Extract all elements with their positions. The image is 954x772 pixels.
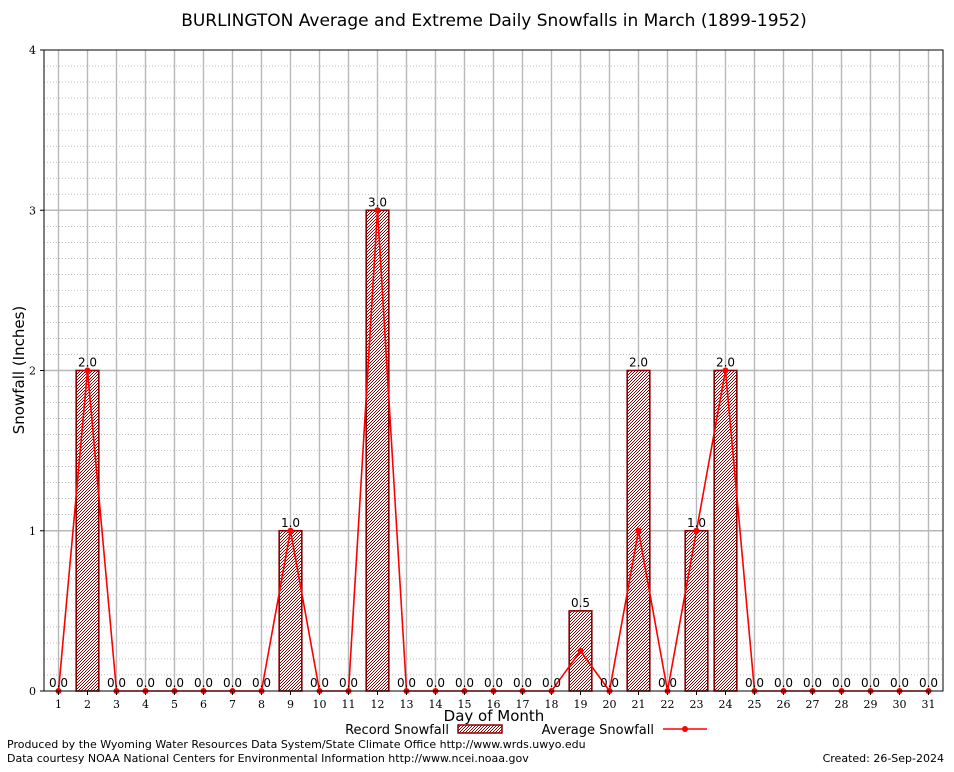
x-tick-label-27: 27 xyxy=(806,698,820,711)
data-label-day-6: 0.0 xyxy=(194,676,213,690)
x-tick-label-25: 25 xyxy=(748,698,762,711)
x-tick-label-7: 7 xyxy=(229,698,236,711)
y-tick-label-3: 3 xyxy=(29,204,36,217)
x-tick-label-15: 15 xyxy=(458,698,472,711)
data-label-day-27: 0.0 xyxy=(803,676,822,690)
x-tick-label-16: 16 xyxy=(487,698,501,711)
x-tick-label-29: 29 xyxy=(864,698,878,711)
data-label-day-16: 0.0 xyxy=(484,676,503,690)
y-tick-label-1: 1 xyxy=(29,525,36,538)
data-label-day-5: 0.0 xyxy=(165,676,184,690)
x-tick-label-10: 10 xyxy=(313,698,327,711)
x-tick-label-22: 22 xyxy=(661,698,675,711)
x-tick-label-18: 18 xyxy=(545,698,559,711)
data-label-day-10: 0.0 xyxy=(310,676,329,690)
x-tick-label-2: 2 xyxy=(84,698,91,711)
data-label-day-30: 0.0 xyxy=(890,676,909,690)
bar-record-day-2 xyxy=(75,369,100,692)
x-tick-label-31: 31 xyxy=(922,698,936,711)
footer-created: Created: 26-Sep-2024 xyxy=(823,752,944,765)
data-label-day-11: 0.0 xyxy=(339,676,358,690)
average-point-day-2 xyxy=(84,367,91,374)
bar-record-day-23 xyxy=(684,529,709,692)
x-tick-label-5: 5 xyxy=(171,698,178,711)
x-tick-label-12: 12 xyxy=(371,698,385,711)
data-label-day-8: 0.0 xyxy=(252,676,271,690)
x-tick-label-6: 6 xyxy=(200,698,207,711)
data-label-day-7: 0.0 xyxy=(223,676,242,690)
x-tick-label-3: 3 xyxy=(113,698,120,711)
data-label-day-20: 0.0 xyxy=(600,676,619,690)
average-point-day-19 xyxy=(577,647,584,654)
average-point-day-21 xyxy=(635,527,642,534)
x-tick-label-19: 19 xyxy=(574,698,588,711)
average-point-day-9 xyxy=(287,527,294,534)
x-tick-label-26: 26 xyxy=(777,698,791,711)
data-label-day-17: 0.0 xyxy=(513,676,532,690)
data-label-day-12: 3.0 xyxy=(368,195,387,209)
data-label-day-3: 0.0 xyxy=(107,676,126,690)
data-label-day-23: 1.0 xyxy=(687,516,706,530)
legend-marker-average xyxy=(682,726,688,732)
data-label-day-22: 0.0 xyxy=(658,676,677,690)
x-tick-label-8: 8 xyxy=(258,698,265,711)
x-tick-label-21: 21 xyxy=(632,698,646,711)
legend-label-record: Record Snowfall xyxy=(345,723,449,738)
x-tick-label-4: 4 xyxy=(142,698,149,711)
x-tick-label-23: 23 xyxy=(690,698,704,711)
data-label-day-29: 0.0 xyxy=(861,676,880,690)
data-label-day-19: 0.5 xyxy=(571,596,590,610)
data-label-day-1: 0.0 xyxy=(49,676,68,690)
x-tick-label-9: 9 xyxy=(287,698,294,711)
data-label-day-9: 1.0 xyxy=(281,516,300,530)
x-tick-label-30: 30 xyxy=(893,698,907,711)
y-tick-label-4: 4 xyxy=(29,44,36,57)
grid xyxy=(44,50,943,691)
x-tick-label-28: 28 xyxy=(835,698,849,711)
footer-courtesy: Data courtesy NOAA National Centers for … xyxy=(7,752,529,765)
data-label-day-14: 0.0 xyxy=(426,676,445,690)
chart-title: BURLINGTON Average and Extreme Daily Sno… xyxy=(181,11,807,31)
y-tick-label-2: 2 xyxy=(29,365,36,378)
legend: Record Snowfall Average Snowfall xyxy=(345,723,707,738)
x-tick-label-14: 14 xyxy=(429,698,443,711)
x-tick-label-20: 20 xyxy=(603,698,617,711)
data-label-day-28: 0.0 xyxy=(832,676,851,690)
data-label-day-21: 2.0 xyxy=(629,356,648,370)
data-label-day-15: 0.0 xyxy=(455,676,474,690)
data-label-day-4: 0.0 xyxy=(136,676,155,690)
data-label-day-31: 0.0 xyxy=(919,676,938,690)
y-tick-label-0: 0 xyxy=(29,685,36,698)
x-axis-label: Day of Month xyxy=(444,707,545,725)
x-tick-label-11: 11 xyxy=(342,698,356,711)
axis-ticks: 1 2 3 4 5 6 7 8 9 10 11 12 13 14 15 16 17 18 19 20 21 22 23 24 2… xyxy=(29,44,936,711)
average-point-day-12 xyxy=(374,207,381,214)
bars xyxy=(75,209,738,692)
x-tick-label-13: 13 xyxy=(400,698,414,711)
data-label-day-26: 0.0 xyxy=(774,676,793,690)
y-axis-label: Snowfall (Inches) xyxy=(10,306,28,434)
bar-record-day-12 xyxy=(365,209,390,692)
data-labels: 0.0 2.0 0.0 0.0 0.0 0.0 0.0 0.0 1.0 0.0 0.0 3.0 0.0 0… xyxy=(49,195,938,690)
legend-label-average: Average Snowfall xyxy=(542,723,654,738)
x-tick-label-17: 17 xyxy=(516,698,530,711)
footer-produced-by: Produced by the Wyoming Water Resources … xyxy=(7,738,586,751)
data-label-day-25: 0.0 xyxy=(745,676,764,690)
average-point-day-23 xyxy=(693,527,700,534)
data-label-day-13: 0.0 xyxy=(397,676,416,690)
x-tick-label-1: 1 xyxy=(55,698,62,711)
data-label-day-24: 2.0 xyxy=(716,356,735,370)
legend-swatch-record xyxy=(457,724,503,734)
bar-record-day-9 xyxy=(278,529,303,692)
x-tick-label-24: 24 xyxy=(719,698,733,711)
data-label-day-18: 0.0 xyxy=(542,676,561,690)
average-point-day-24 xyxy=(722,367,729,374)
data-label-day-2: 2.0 xyxy=(78,356,97,370)
